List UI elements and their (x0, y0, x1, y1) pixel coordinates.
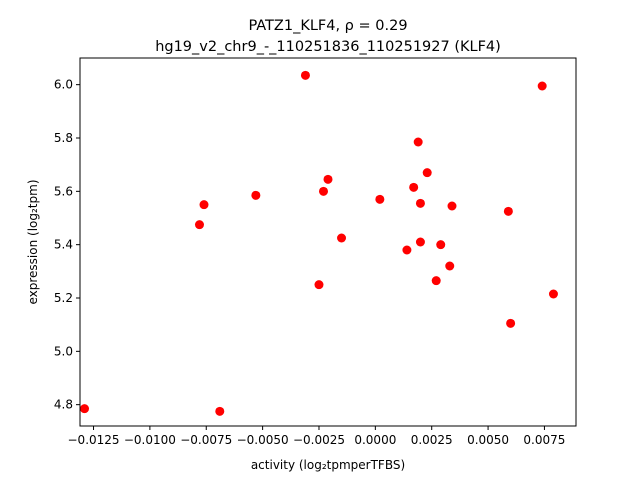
data-point (506, 318, 516, 328)
data-points (80, 70, 558, 416)
x-tick-label: 0.0075 (523, 433, 565, 447)
data-point (436, 240, 446, 250)
x-tick-label: −0.0025 (293, 433, 345, 447)
data-point (409, 182, 419, 192)
axis-ticks: −0.0125 −0.0100 −0.0075 −0.0050 −0.0025 0.000… (54, 78, 566, 447)
data-point (445, 261, 455, 271)
x-tick-label: 0.0050 (467, 433, 509, 447)
x-tick-label: 0.0000 (354, 433, 396, 447)
data-point (318, 186, 328, 196)
y-tick-label: 5.8 (54, 131, 73, 145)
data-point (422, 168, 432, 178)
data-point (415, 198, 425, 208)
y-tick-label: 5.2 (54, 291, 73, 305)
x-tick-label: 0.0025 (411, 433, 453, 447)
data-point (548, 289, 558, 299)
y-tick-label: 5.0 (54, 344, 73, 358)
x-axis-label: activity (log₂tpmperTFBS) (251, 458, 405, 472)
data-point (251, 190, 261, 200)
x-tick-label: −0.0125 (68, 433, 120, 447)
y-axis-label: expression (log₂tpm) (26, 179, 40, 304)
y-tick-label: 4.8 (54, 398, 73, 412)
data-point (300, 70, 310, 80)
chart-subtitle: hg19_v2_chr9_-_110251836_110251927 (KLF4… (155, 39, 501, 55)
data-point (375, 194, 385, 204)
x-tick-label: −0.0075 (180, 433, 232, 447)
data-point (194, 220, 204, 230)
data-point (415, 237, 425, 247)
y-tick-label: 6.0 (54, 78, 73, 92)
data-point (537, 81, 547, 91)
data-point (323, 174, 333, 184)
data-point (337, 233, 347, 243)
x-tick-label: −0.0050 (237, 433, 289, 447)
data-point (199, 200, 209, 210)
x-tick-label: −0.0100 (124, 433, 176, 447)
plot-frame (79, 57, 577, 427)
data-point (314, 280, 324, 290)
data-point (215, 406, 225, 416)
data-point (413, 137, 423, 147)
chart-title: PATZ1_KLF4, ρ = 0.29 (248, 18, 407, 34)
data-point (503, 206, 513, 216)
data-point (402, 245, 412, 255)
y-tick-label: 5.6 (54, 184, 73, 198)
data-point (80, 404, 90, 414)
data-point (447, 201, 457, 211)
y-tick-label: 5.4 (54, 238, 73, 252)
data-point (431, 276, 441, 286)
